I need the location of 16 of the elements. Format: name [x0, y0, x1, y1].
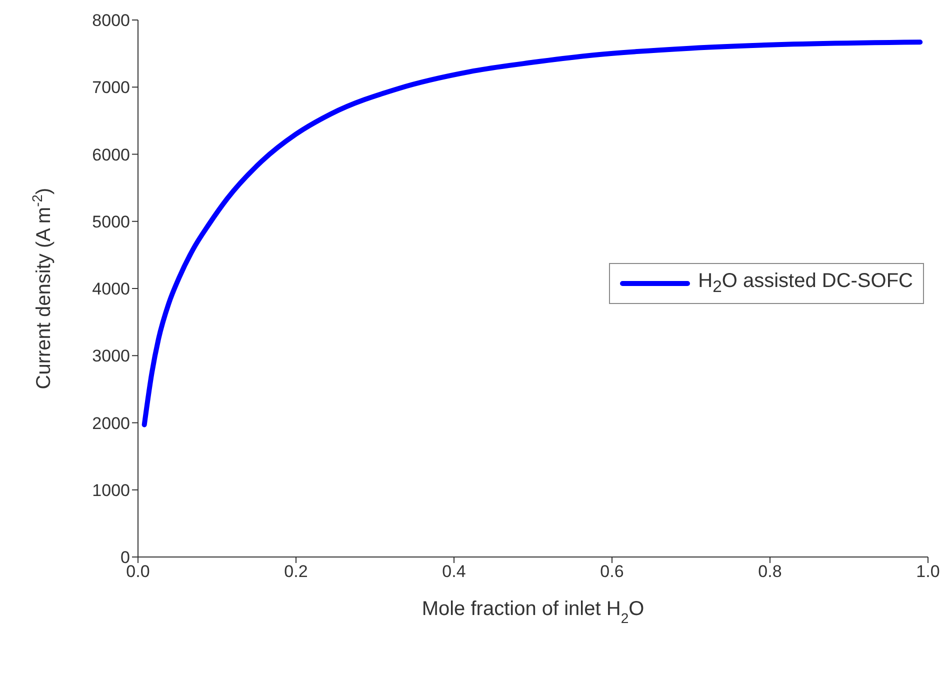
y-tick-label: 1000	[92, 480, 130, 500]
y-tick-label: 7000	[92, 78, 130, 98]
y-tick-label: 3000	[92, 346, 130, 366]
x-tick-label: 1.0	[916, 562, 940, 582]
x-tick-label: 0.6	[600, 562, 624, 582]
y-tick-label: 2000	[92, 414, 130, 433]
y-tick-label: 6000	[92, 145, 130, 164]
y-tick-label: 4000	[92, 280, 130, 299]
y-tick-label: 5000	[92, 212, 130, 232]
x-tick-label: 0.4	[442, 562, 466, 582]
x-tick-label: 0.8	[758, 562, 782, 582]
x-tick-label: 0.2	[284, 562, 308, 582]
x-tick-label: 0.0	[126, 562, 150, 582]
legend-label: H$_{2}$O assisted DC-SOFC	[698, 270, 913, 297]
x-axis-title: Mole fraction of inlet H$_{2}$O	[422, 598, 644, 626]
y-tick-label: 8000	[92, 11, 130, 30]
